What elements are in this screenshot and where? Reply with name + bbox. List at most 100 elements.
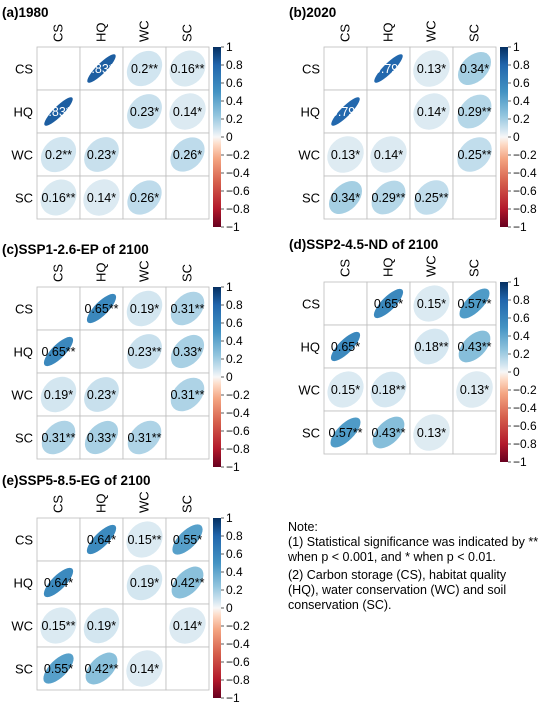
- correlation-value-label: 0.15*: [331, 383, 360, 397]
- correlation-ellipse: [126, 564, 163, 601]
- correlation-ellipse: [127, 180, 162, 215]
- row-label-wc: WC: [11, 148, 33, 163]
- row-label-hq: HQ: [14, 576, 34, 591]
- correlation-value-label: 0.14*: [87, 191, 116, 205]
- row-label-hq: HQ: [14, 105, 34, 120]
- colorbar: [500, 282, 508, 462]
- colorbar-tick-label: 0.4: [226, 94, 243, 108]
- colorbar-tick-label: −0.6: [513, 184, 537, 198]
- grid-cell: [79, 329, 124, 374]
- grid-cell: [79, 89, 124, 134]
- colorbar-tick-label: 0.2: [513, 112, 530, 126]
- correlation-value-label: 0.15**: [127, 533, 161, 547]
- correlation-ellipse: [126, 290, 163, 327]
- colorbar-tick-label: 0.6: [513, 76, 530, 90]
- correlation-value-label: 0.65*: [331, 340, 360, 354]
- panel-title: (a)1980: [2, 5, 49, 20]
- correlation-value-label: 0.29**: [371, 191, 405, 205]
- colorbar: [500, 47, 508, 227]
- grid-cell: [366, 324, 411, 369]
- colorbar-tick-label: −1: [226, 460, 240, 474]
- correlation-value-label: 0.15**: [41, 619, 75, 633]
- colorbar-tick-label: 0.2: [226, 583, 243, 597]
- correlation-ellipse: [41, 420, 76, 455]
- column-label-sc: SC: [467, 259, 482, 277]
- correlation-ellipse: [43, 567, 74, 598]
- colorbar: [213, 518, 221, 698]
- correlation-value-label: 0.79*: [331, 105, 360, 119]
- correlation-value-label: 0.19*: [130, 576, 159, 590]
- correlation-value-label: 0.83**: [41, 105, 75, 119]
- colorbar-tick-label: 1: [513, 275, 520, 289]
- correlation-value-label: 0.14*: [173, 105, 202, 119]
- correlation-value-label: 0.23**: [127, 345, 161, 359]
- correlation-ellipse: [40, 179, 77, 216]
- correlation-value-label: 0.57**: [457, 297, 491, 311]
- correlation-ellipse: [170, 291, 205, 326]
- row-label-sc: SC: [302, 426, 320, 441]
- correlation-value-label: 0.65**: [41, 345, 75, 359]
- grid-cell: [36, 517, 81, 562]
- correlation-value-label: 0.2**: [131, 62, 158, 76]
- correlation-value-label: 0.64*: [87, 533, 116, 547]
- correlation-value-label: 0.19*: [130, 302, 159, 316]
- grid-cell: [323, 281, 368, 326]
- row-label-sc: SC: [15, 191, 33, 206]
- correlation-value-label: 0.23*: [87, 388, 116, 402]
- colorbar-tick-label: 0.2: [226, 112, 243, 126]
- row-label-sc: SC: [302, 191, 320, 206]
- colorbar-tick-label: 0.8: [226, 58, 243, 72]
- column-label-sc: SC: [467, 24, 482, 42]
- correlation-value-label: 0.83**: [84, 62, 118, 76]
- colorbar-tick-label: −0.2: [226, 388, 250, 402]
- colorbar-tick-label: −0.8: [226, 442, 250, 456]
- colorbar-tick-label: −0.4: [226, 166, 250, 180]
- correlation-value-label: 0.65**: [84, 302, 118, 316]
- colorbar-tick-label: 0.6: [226, 316, 243, 330]
- column-label-wc: WC: [137, 491, 152, 513]
- row-label-hq: HQ: [14, 345, 34, 360]
- column-label-hq: HQ: [94, 263, 109, 283]
- correlation-value-label: 0.33*: [87, 431, 116, 445]
- colorbar-tick-label: −0.2: [226, 148, 250, 162]
- grid-cell: [79, 560, 124, 605]
- correlation-ellipse: [331, 97, 360, 126]
- colorbar-tick-label: −0.8: [513, 202, 537, 216]
- correlation-ellipse: [170, 377, 205, 412]
- correlation-ellipse: [44, 97, 73, 126]
- correlation-ellipse: [126, 650, 163, 687]
- column-label-wc: WC: [137, 20, 152, 42]
- colorbar-tick-label: 0.8: [226, 529, 243, 543]
- grid-cell: [366, 89, 411, 134]
- correlation-value-label: 0.43**: [457, 340, 491, 354]
- colorbar-tick-label: 0: [226, 130, 233, 144]
- correlation-ellipse: [40, 376, 77, 413]
- correlation-value-label: 0.16**: [170, 62, 204, 76]
- correlation-value-label: 0.13*: [331, 148, 360, 162]
- correlation-ellipse: [170, 137, 205, 172]
- row-label-wc: WC: [11, 388, 33, 403]
- colorbar-tick-label: −0.6: [226, 655, 250, 669]
- colorbar-tick-label: 1: [513, 40, 520, 54]
- colorbar-tick-label: 0.2: [226, 352, 243, 366]
- colorbar-tick-label: 0: [226, 370, 233, 384]
- correlation-value-label: 0.14*: [130, 662, 159, 676]
- colorbar-tick-label: 1: [226, 40, 233, 54]
- correlation-value-label: 0.29**: [457, 105, 491, 119]
- note-abbreviations: (2) Carbon storage (CS), habitat quality…: [288, 568, 507, 612]
- correlation-ellipse: [43, 653, 74, 684]
- colorbar-tick-label: 0.4: [226, 334, 243, 348]
- colorbar-tick-label: 0.8: [226, 298, 243, 312]
- correlation-ellipse: [84, 420, 119, 455]
- correlation-ellipse: [83, 607, 120, 644]
- correlation-ellipse: [84, 137, 119, 172]
- column-label-sc: SC: [180, 495, 195, 513]
- panel-title: (e)SSP5-8.5-EG of 2100: [2, 473, 151, 488]
- colorbar-tick-label: 1: [226, 280, 233, 294]
- grid-cell: [36, 286, 81, 331]
- column-label-cs: CS: [338, 259, 353, 277]
- correlation-ellipse: [413, 93, 450, 130]
- row-label-cs: CS: [15, 62, 33, 77]
